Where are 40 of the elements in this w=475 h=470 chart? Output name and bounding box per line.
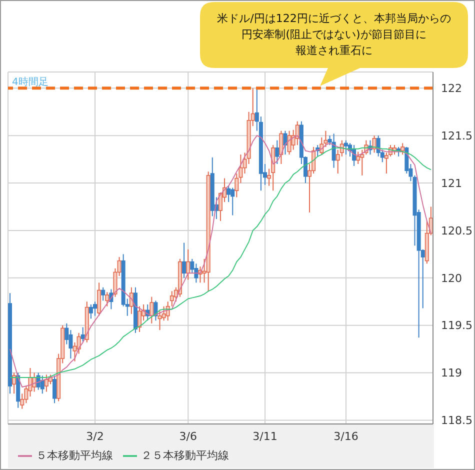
y-tick-label: 118.5: [441, 414, 472, 428]
y-tick-label: 119: [441, 366, 462, 380]
candlestick: [275, 140, 280, 165]
candlestick: [80, 326, 85, 342]
candlestick: [287, 130, 292, 156]
x-tick-label: 3/2: [86, 430, 104, 443]
candlestick: [93, 301, 97, 316]
candlestick: [230, 187, 235, 216]
candlestick: [105, 292, 110, 307]
legend-label: ２５本移動平均線: [141, 449, 229, 462]
candlestick: [186, 248, 190, 280]
candlestick: [12, 372, 16, 394]
x-tick-label: 3/6: [179, 430, 197, 443]
candlestick: [40, 375, 44, 394]
x-tick-label: 3/11: [252, 430, 278, 443]
y-tick-label: 121: [441, 176, 462, 190]
candlestick: [97, 282, 102, 316]
y-tick-label: 119.5: [441, 319, 472, 332]
candlestick: [88, 304, 93, 320]
candlestick: [150, 296, 154, 324]
candlestick: [138, 306, 142, 332]
candlestick: [283, 130, 288, 156]
candlestick: [182, 242, 186, 278]
candlestick: [372, 135, 376, 154]
candlestick: [129, 286, 134, 314]
candlestick: [344, 140, 348, 156]
candlestick: [44, 374, 48, 392]
candlestick: [279, 130, 284, 165]
candlestick: [400, 142, 405, 156]
legend-label: ５本移動平均線: [36, 449, 113, 462]
y-tick-label: 121.5: [441, 129, 472, 142]
text: 4時間足: [12, 76, 48, 89]
candlestick: [194, 263, 198, 284]
candlestick: [101, 286, 106, 302]
x-tick-label: 3/16: [334, 430, 358, 443]
y-tick-label: 120.5: [441, 224, 472, 238]
candlestick: [52, 375, 57, 404]
candlestick: [295, 120, 300, 146]
y-tick-label: 120: [441, 272, 462, 285]
candlestick: [158, 310, 162, 331]
